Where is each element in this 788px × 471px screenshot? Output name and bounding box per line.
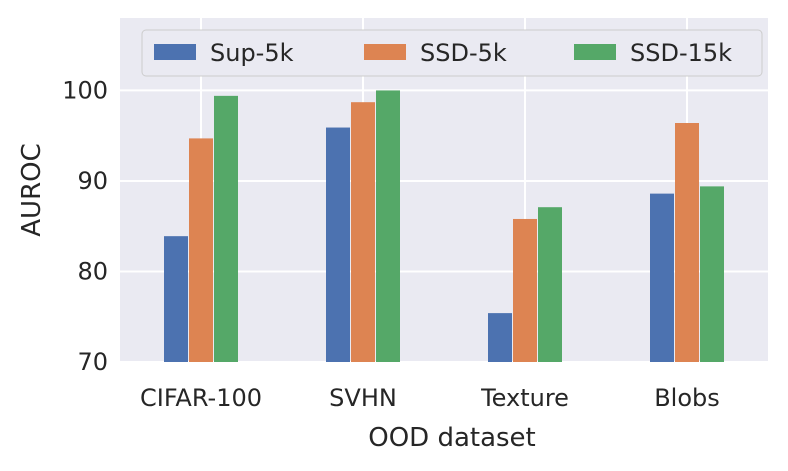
bar-sup-5k-blobs [650, 193, 674, 362]
legend-label-sup-5k: Sup-5k [210, 39, 294, 67]
bar-ssd-15k-texture [538, 207, 562, 362]
y-axis-label: AUROC [17, 143, 47, 237]
y-tick-label: 90 [77, 167, 108, 195]
bar-ssd-15k-svhn [376, 90, 400, 362]
y-tick-label: 100 [62, 76, 108, 104]
bar-ssd-5k-cifar-100 [189, 138, 213, 362]
legend-swatch-sup-5k [154, 44, 196, 60]
bar-ssd-5k-svhn [351, 102, 375, 362]
bar-sup-5k-cifar-100 [164, 236, 188, 362]
bar-ssd-5k-texture [513, 218, 537, 362]
bar-ssd-15k-cifar-100 [214, 95, 238, 362]
bar-sup-5k-svhn [326, 127, 350, 363]
legend-label-ssd-15k: SSD-15k [630, 39, 732, 67]
x-tick-label: CIFAR-100 [140, 384, 262, 412]
bar-sup-5k-texture [488, 313, 512, 362]
x-tick-label: SVHN [329, 384, 397, 412]
bar-ssd-15k-blobs [700, 186, 724, 362]
y-tick-label: 70 [77, 348, 108, 376]
y-tick-labels: 70 80 90 100 [62, 76, 108, 376]
bar-ssd-5k-blobs [675, 123, 699, 362]
x-tick-label: Blobs [654, 384, 720, 412]
bars [164, 90, 724, 363]
legend: Sup-5k SSD-5k SSD-15k [141, 29, 763, 77]
x-tick-label: Texture [480, 384, 569, 412]
y-tick-label: 80 [77, 257, 108, 285]
legend-swatch-ssd-15k [574, 44, 616, 60]
legend-frame [141, 29, 763, 77]
legend-swatch-ssd-5k [364, 44, 406, 60]
x-tick-labels: CIFAR-100 SVHN Texture Blobs [140, 384, 720, 412]
x-axis-label: OOD dataset [368, 423, 536, 453]
legend-label-ssd-5k: SSD-5k [420, 39, 507, 67]
